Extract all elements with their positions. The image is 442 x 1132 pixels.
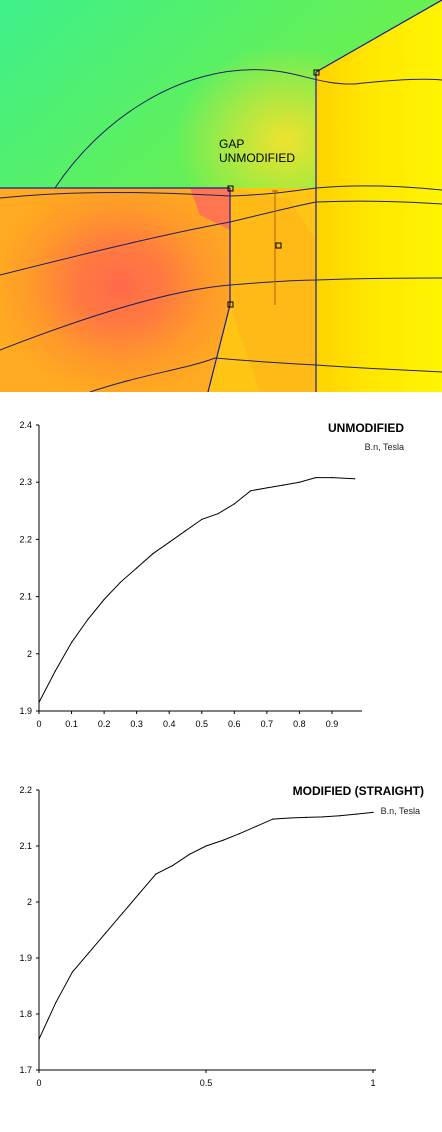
- data-point: [372, 811, 374, 813]
- data-point: [54, 670, 56, 672]
- x-tick-label: 0.5: [200, 1078, 213, 1088]
- handle-square[interactable]: [227, 185, 234, 192]
- chart-modified-straight: 1.7 1.8 1.9 2 2.1 2.2 0 0.5 1 B.n, Tesla MODIFIED …: [19, 784, 424, 1088]
- data-point: [172, 865, 174, 867]
- y-tick-label: 1.9: [19, 953, 32, 963]
- data-point: [152, 553, 154, 555]
- data-point: [103, 598, 105, 601]
- data-point: [205, 845, 207, 847]
- y-tick-label: 2: [27, 897, 32, 907]
- x-tick-label: 0.6: [228, 719, 241, 729]
- data-point: [222, 839, 224, 841]
- handle-square[interactable]: [275, 242, 282, 249]
- chart-title: UNMODIFIED: [328, 421, 404, 435]
- handle-square[interactable]: [227, 301, 234, 308]
- pole-outline: [0, 0, 442, 392]
- data-point: [71, 641, 73, 643]
- data-point: [88, 951, 90, 953]
- data-point: [87, 618, 89, 621]
- data-point: [188, 853, 190, 855]
- data-point: [184, 530, 187, 532]
- series-label: B.n, Tesla: [381, 806, 420, 816]
- x-tick-label: 0.1: [65, 719, 78, 729]
- data-point: [155, 873, 157, 875]
- data-point: [38, 1038, 40, 1040]
- data-point: [331, 477, 333, 479]
- data-point: [272, 818, 274, 820]
- outline-segment: [207, 304, 231, 392]
- x-tick-label: 0.9: [326, 719, 339, 729]
- x-tick-label: 0: [36, 1078, 41, 1088]
- data-point: [339, 815, 341, 817]
- data-point: [38, 701, 40, 703]
- y-tick-label: 2.2: [19, 534, 32, 544]
- flux-line: [0, 277, 442, 351]
- field-label-line2: UNMODIFIED: [219, 151, 295, 165]
- x-tick-label: 0.4: [163, 719, 176, 729]
- pole-region: [0, 188, 230, 392]
- data-point: [305, 816, 307, 818]
- data-point: [138, 893, 140, 895]
- x-tick-label: 0.3: [130, 719, 143, 729]
- data-point: [322, 816, 324, 818]
- data-point: [71, 971, 73, 973]
- data-point: [217, 513, 219, 515]
- data-point: [201, 518, 203, 520]
- y-tick-label: 1.8: [19, 1009, 32, 1019]
- yellow-region: [316, 0, 442, 392]
- chart-title: MODIFIED (STRAIGHT): [293, 784, 424, 798]
- flux-line: [89, 357, 216, 392]
- outline-segment: [315, 0, 442, 73]
- x-tick-label: 0: [36, 719, 41, 729]
- x-tick-label: 0.7: [261, 719, 274, 729]
- x-tick-label: 0.5: [195, 719, 208, 729]
- data-point: [255, 825, 257, 827]
- flux-line: [0, 185, 442, 199]
- series-line: [38, 477, 355, 703]
- field-map-plot: GAP UNMODIFIED: [0, 0, 442, 392]
- data-point: [282, 484, 284, 486]
- data-point: [355, 813, 357, 815]
- y-tick-label: 1.9: [19, 706, 32, 716]
- y-tick-label: 2.1: [19, 592, 32, 602]
- handle-square[interactable]: [313, 69, 320, 76]
- data-point: [288, 817, 291, 819]
- gap-region-inner: [230, 188, 316, 392]
- data-point: [55, 1002, 57, 1004]
- data-point: [233, 503, 235, 505]
- x-tick-label: 0.2: [98, 719, 111, 729]
- flux-line: [0, 200, 442, 276]
- data-point: [136, 567, 138, 569]
- flux-lines: [0, 69, 442, 392]
- y-tick-label: 2.3: [19, 477, 32, 487]
- series-label: B.n, Tesla: [365, 442, 404, 452]
- x-tick-label: 1: [370, 1078, 375, 1088]
- y-tick-label: 2.1: [19, 841, 32, 851]
- data-point: [315, 477, 317, 479]
- data-point: [168, 541, 170, 543]
- y-tick-label: 2.2: [19, 785, 32, 795]
- handles: [227, 69, 320, 308]
- data-point: [266, 487, 268, 489]
- data-point: [354, 478, 356, 480]
- y-tick-label: 1.7: [19, 1065, 32, 1075]
- x-tick-label: 0.8: [293, 719, 306, 729]
- data-point: [238, 833, 240, 835]
- y-tick-label: 2: [27, 649, 32, 659]
- field-label-line1: GAP: [219, 137, 244, 151]
- data-point: [119, 581, 121, 583]
- chart-unmodified: 1.9 2 2.1 2.2 2.3 2.4 0 0.1 0.2 0.3 0.4 0.5 0.6 0.7 0.…: [19, 420, 404, 729]
- pole-hotspot: [190, 188, 230, 230]
- data-point: [298, 481, 300, 483]
- data-point: [105, 932, 107, 934]
- data-point: [121, 912, 124, 914]
- data-point: [250, 490, 252, 492]
- y-tick-label: 2.4: [19, 420, 32, 430]
- flux-line: [54, 69, 442, 189]
